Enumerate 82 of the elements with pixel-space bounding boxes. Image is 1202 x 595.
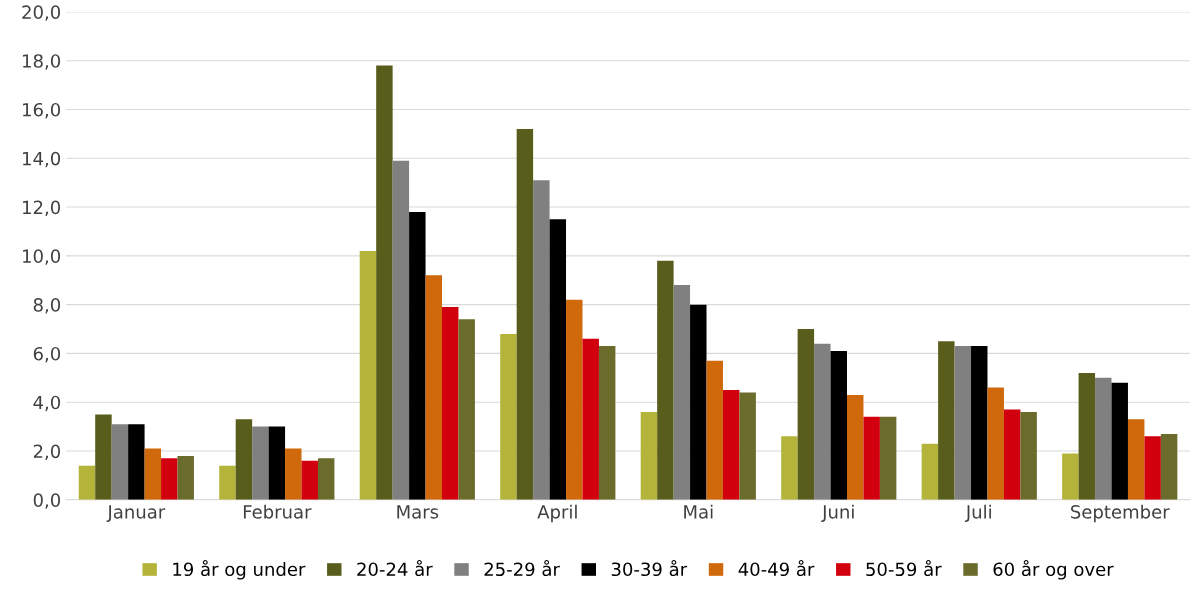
x-tick-label: Juli [964, 504, 991, 522]
y-tick-label: 2,0 [33, 444, 61, 460]
bar [409, 211, 426, 500]
bar [268, 426, 286, 500]
y-tick-label: 0,0 [33, 493, 61, 509]
bar [987, 387, 1004, 500]
bar [359, 250, 377, 500]
bar [954, 346, 972, 500]
bar [847, 394, 864, 500]
bar [219, 465, 236, 500]
bar [533, 180, 550, 500]
x-tick-label: Januar [106, 505, 166, 522]
y-tick-label: 4,0 [33, 395, 61, 412]
bar [317, 458, 335, 500]
bar [598, 346, 616, 500]
bar [830, 350, 847, 500]
bar [177, 455, 194, 500]
bar [1160, 433, 1178, 500]
bar [1003, 409, 1021, 500]
x-tick-label: Mars [397, 505, 439, 519]
bar [1127, 419, 1145, 500]
bar [235, 419, 253, 500]
bar [111, 424, 129, 500]
bar [1144, 436, 1161, 500]
bar [582, 338, 599, 500]
bar [128, 424, 145, 500]
x-tick-label: September [1071, 504, 1170, 523]
bar [863, 416, 880, 500]
bar [458, 319, 475, 500]
y-tick-label: 18,0 [23, 54, 61, 70]
bar [673, 285, 691, 500]
legend-label: 60 år og over [993, 559, 1114, 580]
bar [1111, 382, 1128, 500]
bar [516, 129, 534, 500]
bar [1020, 411, 1037, 500]
y-tick-label: 16,0 [23, 102, 61, 119]
bar [739, 392, 756, 500]
bar [285, 448, 302, 500]
legend-label: 20-24 år [357, 559, 433, 577]
bar [425, 275, 442, 500]
bar [938, 341, 955, 500]
bar [797, 329, 815, 500]
bar [971, 346, 988, 500]
bar [921, 443, 939, 500]
y-tick-label: 6,0 [33, 346, 61, 363]
legend-label: 40-49 år [738, 559, 815, 577]
x-tick-label: Juni [821, 504, 854, 522]
bar [1095, 377, 1112, 500]
legend-label: 30-39 år [611, 559, 688, 577]
x-tick-label: Februar [243, 504, 312, 519]
bar [301, 460, 318, 500]
bar [879, 416, 897, 500]
legend-label: 25-29 år [484, 559, 560, 577]
x-tick-label: Mai [684, 504, 713, 519]
bar [781, 436, 798, 500]
y-tick-label: 8,0 [33, 298, 61, 314]
bar [161, 458, 178, 500]
y-tick-label: 14,0 [23, 151, 61, 168]
bar [657, 260, 674, 500]
bar [392, 160, 410, 500]
y-tick-label: 12,0 [23, 200, 61, 217]
bar [78, 465, 96, 500]
x-tick-label: April [537, 504, 577, 523]
bar [722, 390, 740, 500]
bar [566, 299, 583, 500]
bar [706, 360, 723, 500]
legend-label: 50-59 år [866, 559, 942, 577]
bar [144, 448, 162, 500]
bar [95, 414, 112, 500]
bar [1078, 372, 1096, 500]
bar [814, 343, 831, 500]
bar [252, 426, 269, 500]
bar [690, 304, 707, 500]
bar [549, 219, 567, 500]
legend-label: 19 år og under [173, 559, 306, 580]
bar [1062, 453, 1079, 500]
bar [442, 307, 459, 500]
bar [500, 333, 517, 500]
bar [640, 411, 658, 500]
y-tick-label: 20,0 [22, 5, 61, 21]
y-tick-label: 10,0 [23, 249, 61, 265]
bar [376, 65, 393, 500]
